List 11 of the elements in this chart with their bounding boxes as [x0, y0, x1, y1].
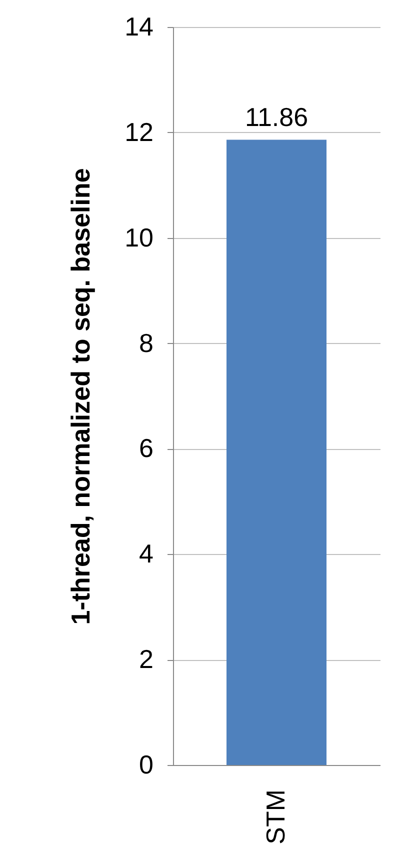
y-tick-label: 6	[139, 433, 154, 464]
y-tick-label: 4	[139, 538, 154, 569]
y-tick-label: 12	[124, 116, 154, 147]
y-axis-title: 1-thread, normalized to seq. baseline	[66, 168, 96, 625]
y-tick-label: 0	[139, 750, 154, 780]
data-label: 11.86	[244, 102, 308, 132]
x-tick-label: STM	[260, 790, 290, 844]
y-tick-label: 10	[124, 222, 154, 252]
y-tick-label: 2	[139, 644, 154, 674]
y-tick-label: 8	[139, 328, 154, 358]
y-tick-label: 14	[124, 12, 154, 42]
